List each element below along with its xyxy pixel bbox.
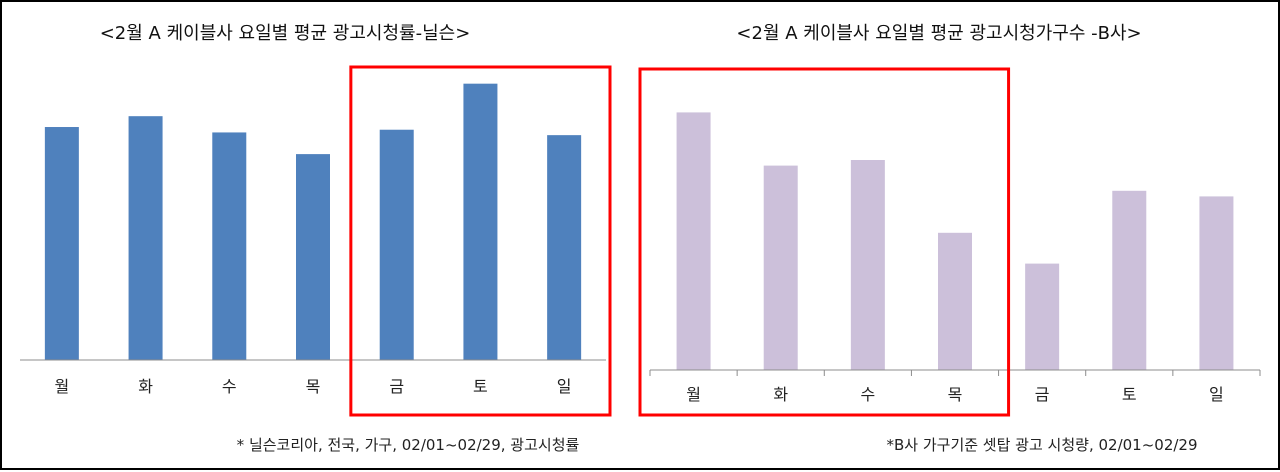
tick-label-left-5: 토 [473,377,488,396]
bar-left-3 [296,154,330,360]
bar-left-5 [463,83,498,360]
bar-right-5 [1112,190,1147,370]
chart-left-highlight-box [349,65,612,417]
bar-left-6 [547,135,582,360]
bar-left-4 [379,129,414,360]
tick-label-right-3: 목 [948,385,963,404]
bar-left-0 [44,127,79,360]
bar-left-2 [212,132,247,360]
tick-label-left-3: 목 [306,377,321,396]
bar-left-1 [128,116,163,360]
tick-label-right-5: 토 [1122,385,1137,404]
tick-label-left-2: 수 [222,377,237,396]
bar-right-6 [1199,196,1234,370]
bar-right-3 [938,232,972,370]
tick-label-left-6: 일 [557,377,572,396]
tick-label-left-4: 금 [389,377,404,396]
tick-label-right-2: 수 [860,385,875,404]
bar-right-0 [676,112,711,371]
tick-label-right-6: 일 [1209,385,1224,404]
chart-left-footnote: * 닐슨코리아, 전국, 가구, 02/01~02/29, 광고시청률 [237,436,580,454]
chart-right-bars [676,112,1234,371]
chart-left: <2월 A 케이블사 요일별 평균 광고시청률-닐슨> 월 화 수 목 금 토 일 * 닐슨… [20,23,612,454]
chart-left-bars [44,83,582,360]
chart-right-footnote: *B사 가구기준 셋탑 광고 시청량, 02/01~02/29 [886,436,1197,454]
bar-right-1 [763,165,798,370]
chart-right-title: <2월 A 케이블사 요일별 평균 광고시청가구수 -B사> [736,23,1141,44]
tick-label-right-1: 화 [773,385,788,404]
tick-label-right-4: 금 [1035,385,1050,404]
bar-right-4 [1025,263,1060,370]
bar-right-2 [850,160,885,370]
chart-left-title: <2월 A 케이블사 요일별 평균 광고시청률-닐슨> [100,23,471,44]
tick-label-left-1: 화 [138,377,153,396]
tick-label-left-0: 월 [54,377,69,396]
chart-right: <2월 A 케이블사 요일별 평균 광고시청가구수 -B사> 월 화 수 목 금 토 일 *… [638,23,1261,454]
chart-right-highlight-box [638,67,1011,417]
tick-label-right-0: 월 [686,385,701,404]
